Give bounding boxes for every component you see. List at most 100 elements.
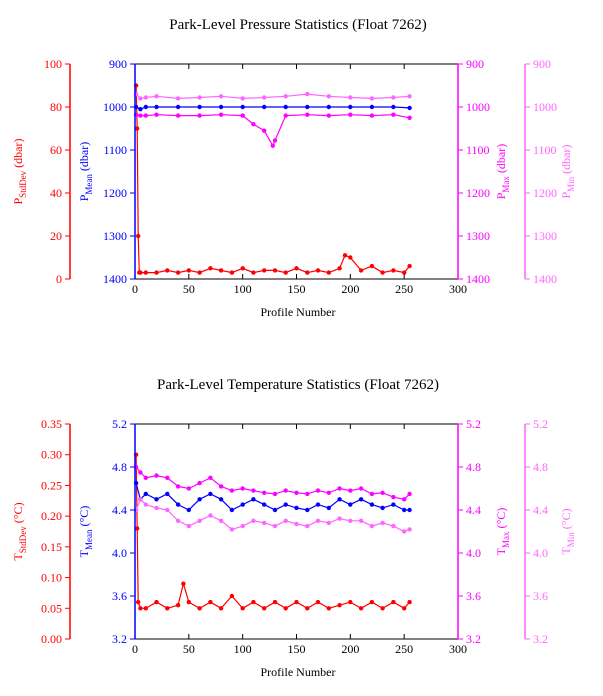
temperature-min-data-point bbox=[251, 518, 256, 523]
temperature-mean-axis-label: TMean (°C) bbox=[77, 506, 94, 558]
temperature-max-axis-label: TMax (°C) bbox=[494, 508, 511, 556]
temperature-min-data-point bbox=[402, 529, 407, 534]
temperature-mean-data-point bbox=[229, 507, 235, 513]
temperature-min-data-point bbox=[272, 523, 278, 529]
temperature-min-series-line bbox=[135, 498, 410, 533]
temperature-max-data-point bbox=[348, 488, 353, 493]
pressure-stddev-tick-label: 20 bbox=[50, 229, 62, 243]
temperature-stddev-data-point bbox=[348, 599, 353, 605]
temperature-stddev-data-point bbox=[175, 603, 181, 608]
temperature-stddev-data-point bbox=[369, 599, 375, 605]
temperature-mean-data-point bbox=[218, 497, 224, 502]
temperature-max-data-point bbox=[315, 488, 321, 493]
temperature-stddev-data-point bbox=[186, 599, 191, 605]
pressure-min-data-point bbox=[240, 96, 245, 101]
temperature-chart: Park-Level Temperature Statistics (Float… bbox=[11, 377, 576, 679]
pressure-mean-data-point bbox=[138, 107, 143, 112]
temperature-min-tick-label: 4.8 bbox=[533, 460, 548, 474]
temperature-max-data-point bbox=[337, 486, 342, 491]
pressure-stddev-data-point bbox=[186, 268, 191, 273]
pressure-chart: Park-Level Pressure Statistics (Float 72… bbox=[11, 17, 576, 319]
pressure-max-data-point bbox=[326, 113, 331, 118]
temperature-max-data-point bbox=[326, 490, 331, 495]
temperature-stddev-tick-label: 0.35 bbox=[41, 417, 62, 431]
pressure-mean-data-point bbox=[240, 104, 245, 110]
pressure-mean-tick-label: 1000 bbox=[103, 100, 127, 114]
temperature-min-data-point bbox=[305, 523, 310, 529]
pressure-min-data-point bbox=[218, 94, 224, 99]
temperature-min-data-point bbox=[326, 520, 331, 526]
temperature-min-data-point bbox=[175, 518, 181, 523]
pressure-stddev-data-point bbox=[175, 270, 181, 275]
temperature-stddev-data-point bbox=[143, 606, 148, 611]
pressure-x-tick-label: 200 bbox=[341, 282, 359, 296]
temperature-stddev-tick-label: 0.30 bbox=[41, 448, 62, 462]
pressure-stddev-axis-label: PStdDev (dbar) bbox=[11, 138, 28, 204]
pressure-x-tick-label: 50 bbox=[183, 282, 195, 296]
temperature-max-data-point bbox=[240, 486, 245, 491]
temperature-min-tick-label: 3.2 bbox=[533, 632, 548, 646]
pressure-stddev-data-point bbox=[294, 266, 299, 271]
temperature-max-data-point bbox=[272, 491, 278, 497]
pressure-x-tick-label: 300 bbox=[449, 282, 467, 296]
pressure-stddev-data-point bbox=[251, 270, 256, 275]
temperature-min-data-point bbox=[337, 516, 342, 521]
temperature-stddev-data-point bbox=[240, 606, 245, 611]
pressure-max-data-point bbox=[138, 113, 143, 118]
pressure-stddev-data-point bbox=[229, 270, 235, 275]
temperature-max-data-point bbox=[283, 488, 288, 493]
pressure-stddev-data-point bbox=[348, 255, 353, 260]
pressure-max-data-point bbox=[270, 143, 275, 148]
temperature-stddev-data-point bbox=[154, 599, 159, 605]
pressure-max-data-point bbox=[348, 112, 353, 117]
pressure-min-data-point bbox=[326, 94, 331, 99]
pressure-stddev-data-point bbox=[326, 270, 331, 275]
temperature-mean-data-point bbox=[154, 497, 159, 502]
temperature-series-marks bbox=[133, 452, 412, 611]
temperature-max-data-point bbox=[305, 491, 310, 497]
temperature-min-data-point bbox=[229, 527, 235, 532]
temperature-min-data-point bbox=[197, 518, 202, 523]
pressure-stddev-data-point bbox=[315, 268, 321, 273]
pressure-min-data-point bbox=[348, 95, 353, 100]
temperature-max-tick-label: 3.6 bbox=[466, 589, 481, 603]
temperature-chart-title: Park-Level Temperature Statistics (Float… bbox=[157, 377, 439, 393]
pressure-min-data-point bbox=[407, 94, 412, 99]
temperature-max-tick-label: 4.4 bbox=[466, 503, 481, 517]
temperature-stddev-tick-label: 0.05 bbox=[41, 601, 62, 615]
pressure-min-axis-label: PMin (dbar) bbox=[559, 144, 576, 198]
temperature-min-data-point bbox=[348, 518, 353, 523]
temperature-min-data-point bbox=[143, 502, 148, 507]
temperature-max-data-point bbox=[229, 488, 235, 493]
pressure-min-data-point bbox=[283, 94, 288, 99]
temperature-max-data-point bbox=[208, 475, 213, 480]
temperature-mean-data-point bbox=[315, 502, 321, 507]
temperature-stddev-data-point bbox=[272, 599, 278, 605]
temperature-stddev-data-point bbox=[251, 599, 256, 605]
temperature-min-data-point bbox=[407, 527, 412, 532]
temperature-stddev-data-point bbox=[136, 599, 141, 605]
pressure-max-data-point bbox=[154, 112, 159, 117]
temperature-mean-data-point bbox=[407, 507, 412, 513]
temperature-stddev-tick-label: 0.00 bbox=[41, 632, 62, 646]
temperature-stddev-data-point bbox=[305, 606, 310, 611]
temperature-mean-data-point bbox=[402, 507, 407, 513]
pressure-max-data-point bbox=[369, 113, 375, 118]
temperature-stddev-data-point bbox=[229, 593, 235, 599]
pressure-x-tick-label: 0 bbox=[132, 282, 138, 296]
pressure-mean-data-point bbox=[326, 104, 331, 110]
pressure-stddev-data-point bbox=[402, 270, 407, 275]
pressure-mean-tick-label: 900 bbox=[109, 57, 127, 71]
pressure-min-data-point bbox=[175, 96, 181, 101]
temperature-x-tick-label: 100 bbox=[234, 642, 252, 656]
pressure-mean-data-point bbox=[154, 104, 159, 110]
pressure-mean-tick-label: 1400 bbox=[103, 272, 127, 286]
temperature-mean-data-point bbox=[391, 502, 396, 507]
pressure-max-data-point bbox=[251, 122, 256, 127]
pressure-mean-tick-label: 1300 bbox=[103, 229, 127, 243]
pressure-stddev-data-point bbox=[272, 268, 278, 273]
temperature-x-tick-label: 0 bbox=[132, 642, 138, 656]
temperature-mean-data-point bbox=[369, 502, 375, 507]
temperature-mean-data-point bbox=[175, 502, 181, 507]
